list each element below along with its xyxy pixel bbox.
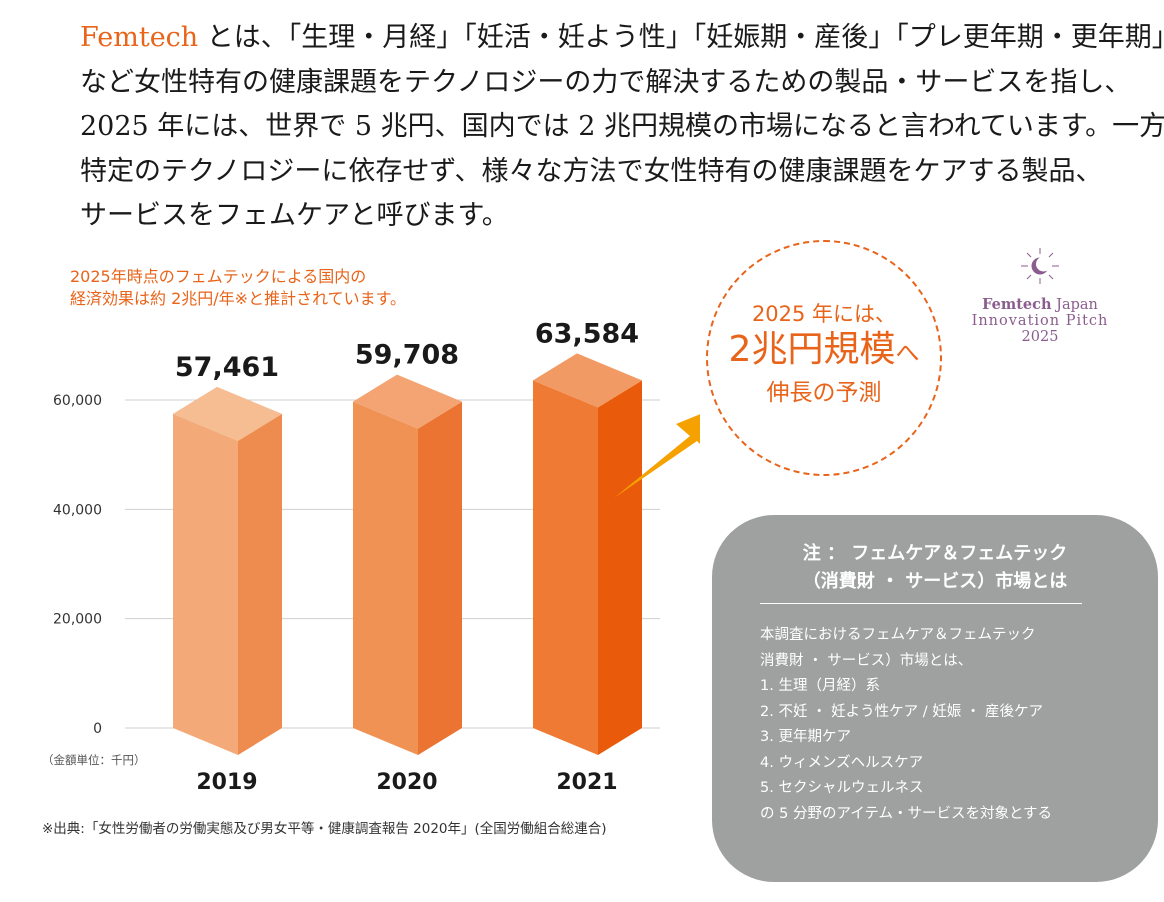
logo-line-1: Femtech Japan (960, 296, 1120, 313)
bar-front (353, 401, 418, 755)
note-body-line: 4. ウィメンズヘルスケア (760, 754, 924, 771)
intro-line-1: Femtech とは、「生理・月経」「妊活・妊よう性」「妊娠期・産後」「プレ更年… (80, 16, 1164, 61)
source-citation: ※出典:「女性労働者の労働実態及び男女平等・健康調査報告 2020年」(全国労働… (42, 821, 607, 837)
data-label: 57,461 (175, 352, 279, 383)
intro-line-1-rest: とは、「生理・月経」「妊活・妊よう性」「妊娠期・産後」「プレ更年期・更年期」 (198, 22, 1164, 53)
bubble-line-2-suffix: へ (895, 339, 920, 367)
bubble-line-2: 2兆円規模へ (708, 330, 940, 373)
y-tick-label: 60,000 (53, 393, 102, 409)
logo-line-1-en: Femtech (982, 296, 1052, 313)
intro-paragraph: Femtech とは、「生理・月経」「妊活・妊よう性」「妊娠期・産後」「プレ更年… (80, 16, 1164, 239)
note-body-line: の 5 分野のアイテム・サービスを対象とする (760, 805, 1053, 822)
intro-line-2: など女性特有の健康課題をテクノロジーの力で解決するための製品・サービスを指し、 (80, 66, 1132, 98)
bar-front (173, 413, 238, 755)
chart-note-line-2: 経済効果は約 2兆円/年※と推計されています。 (70, 289, 406, 308)
forecast-bubble: 2025 年には、 2兆円規模へ 伸長の予測 (706, 240, 942, 476)
note-title-line-1: 注 ： フェムケア＆フェムテック (802, 543, 1068, 564)
bar-side (238, 413, 282, 755)
logo-line-3: 2025 (1021, 329, 1059, 345)
note-title: 注 ： フェムケア＆フェムテック （消費財 ・ サービス）市場とは (712, 540, 1158, 596)
logo-line-2: Innovation Pitch (971, 313, 1109, 329)
bar-side (598, 380, 642, 755)
note-divider (760, 603, 1082, 604)
note-body-line: 1. 生理（月経）系 (760, 678, 880, 694)
bar-side (418, 401, 462, 755)
moon-sun-icon (1021, 248, 1059, 284)
note-body-line: 本調査におけるフェムケア＆フェムテック (760, 627, 1036, 643)
note-body-line: 2. 不妊 ・ 妊よう性ケア / 妊娠 ・ 産後ケア (760, 703, 1043, 720)
x-tick-label: 2020 (376, 770, 437, 795)
chart-note: 2025年時点のフェムテックによる国内の 経済効果は約 2兆円/年※と推計されて… (70, 266, 406, 310)
definition-note-box: 注 ： フェムケア＆フェムテック （消費財 ・ サービス）市場とは 本調査におけ… (712, 515, 1158, 882)
bar-chart: 0 20,000 40,000 60,000 57,461 2019 59,708 2020 6… (53, 318, 700, 795)
note-body: 本調査におけるフェムケア＆フェムテック 消費財 ・ サービス）市場とは、 1. … (760, 623, 1052, 827)
note-body-line: 消費財 ・ サービス）市場とは、 (760, 652, 973, 669)
y-tick-label: 40,000 (53, 502, 102, 518)
y-tick-label: 20,000 (53, 612, 102, 628)
data-label: 63,584 (535, 318, 639, 349)
x-tick-label: 2019 (196, 770, 257, 795)
intro-line-5: サービスをフェムケアと呼びます。 (80, 200, 509, 231)
intro-brand-word: Femtech (80, 22, 199, 53)
data-label: 59,708 (355, 340, 459, 371)
chart-note-line-1: 2025年時点のフェムテックによる国内の (70, 267, 367, 286)
intro-line-4: 特定のテクノロジーに依存せず、様々な方法で女性特有の健康課題をケアする製品、 (80, 155, 1103, 187)
note-body-line: 5. セクシャルウェルネス (760, 780, 924, 796)
bar-top (173, 386, 282, 441)
bubble-line-2-main: 2兆円規模 (728, 329, 896, 370)
bar-top (353, 374, 462, 429)
y-tick-label: 0 (93, 721, 102, 737)
note-title-line-2: （消費財 ・ サービス）市場とは (802, 571, 1068, 592)
x-tick-label: 2021 (556, 770, 617, 795)
unit-label: （金額単位：千円） (42, 753, 146, 767)
note-body-line: 3. 更年期ケア (760, 729, 851, 745)
intro-line-3: 2025 年には、世界で 5 兆円、国内では 2 兆円規模の市場になると言われて… (80, 111, 1164, 142)
forecast-arrow (614, 414, 700, 498)
bar-top (533, 353, 642, 408)
logo-line-1-jp: Japan (1051, 297, 1098, 313)
bubble-line-1: 2025 年には、 (751, 302, 897, 326)
bubble-line-3: 伸長の予測 (766, 380, 882, 406)
event-logo: Femtech Japan Innovation Pitch 2025 (960, 246, 1120, 345)
bar-front (533, 380, 598, 755)
